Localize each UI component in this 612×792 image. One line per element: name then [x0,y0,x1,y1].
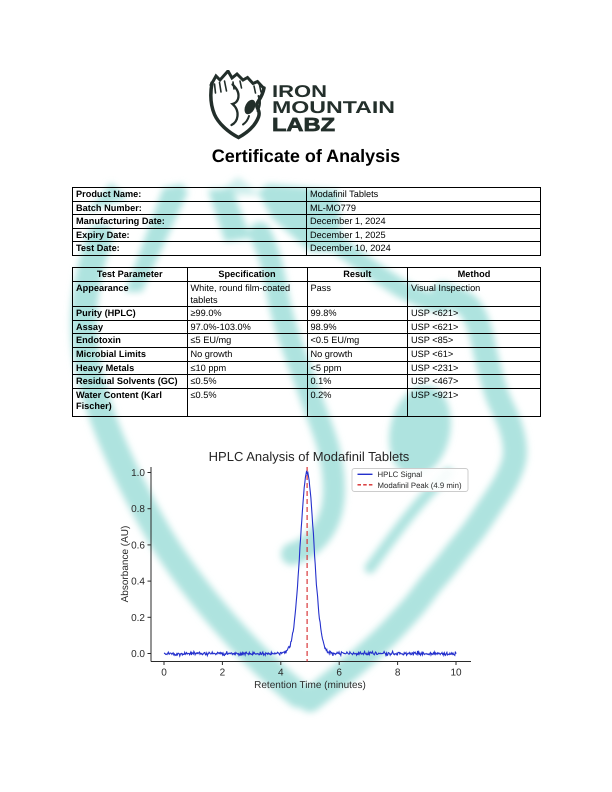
svg-text:HPLC Analysis of Modafinil Tab: HPLC Analysis of Modafinil Tablets [209,449,410,464]
svg-text:IRON: IRON [272,82,327,101]
svg-text:8: 8 [395,668,401,679]
svg-text:MOUNTAIN: MOUNTAIN [272,98,395,117]
svg-text:0.6: 0.6 [131,540,145,551]
svg-text:10: 10 [450,668,462,679]
svg-text:HPLC Signal: HPLC Signal [378,470,423,479]
svg-text:2: 2 [220,668,226,679]
svg-text:4: 4 [278,668,284,679]
svg-text:0.4: 0.4 [131,577,145,588]
svg-text:0.8: 0.8 [131,504,145,515]
svg-text:0.0: 0.0 [131,649,145,660]
svg-text:LABZ: LABZ [272,115,335,136]
svg-text:Retention Time (minutes): Retention Time (minutes) [254,680,366,691]
svg-text:0.2: 0.2 [131,613,145,624]
svg-text:Modafinil Peak (4.9 min): Modafinil Peak (4.9 min) [378,481,462,490]
svg-text:6: 6 [336,668,342,679]
svg-text:1.0: 1.0 [131,468,145,479]
svg-text:0: 0 [161,668,167,679]
svg-text:Absorbance (AU): Absorbance (AU) [120,526,131,603]
